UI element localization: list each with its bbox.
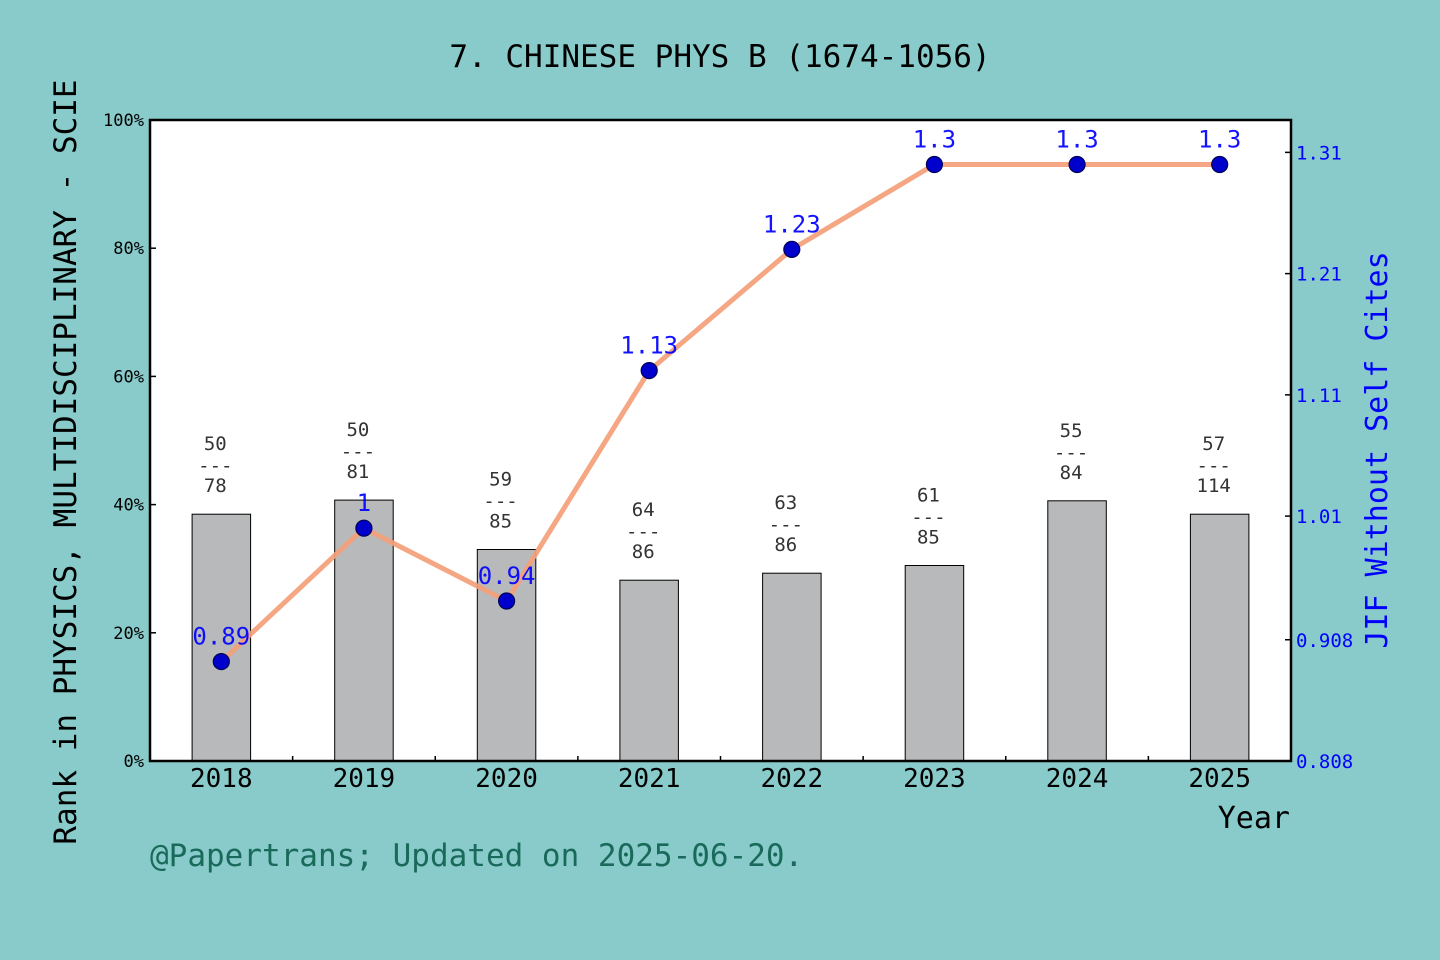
right-tick-label: 1.21	[1296, 264, 1342, 286]
plot-area	[150, 120, 1291, 761]
bar-2025	[1189, 513, 1250, 762]
left-tick-label: 0%	[124, 752, 144, 772]
left-tick-label: 60%	[113, 367, 144, 387]
jif-point-2018	[212, 652, 230, 671]
rank-value-2019: 50	[346, 419, 369, 441]
rank-value-2020: 59	[489, 469, 512, 491]
rank-separator-2023: ---	[911, 507, 945, 529]
right-tick-label: 1.01	[1296, 506, 1342, 528]
jif-point-2023	[925, 155, 944, 174]
left-tick-label: 100%	[103, 111, 144, 131]
y-axis-left-title: Rank in PHYSICS, MULTIDISCIPLINARY - SCI…	[48, 79, 84, 844]
bar-2018	[191, 513, 252, 762]
rank-total-2021: 86	[632, 541, 655, 563]
bar-2024	[1047, 500, 1107, 762]
jif-point-2022	[783, 240, 801, 258]
rank-value-2025: 57	[1202, 433, 1225, 455]
jif-point-2024	[1068, 155, 1086, 174]
rank-total-2018: 78	[204, 475, 227, 497]
jif-point-2021	[640, 362, 658, 380]
x-tick-label-2020: 2020	[475, 764, 538, 794]
rank-total-2020: 85	[489, 511, 512, 533]
rank-total-2024: 84	[1060, 462, 1083, 484]
jif-label-2024: 1.3	[1055, 126, 1098, 154]
y-axis-right-title: JIF Without Self Cites	[1360, 251, 1395, 648]
rank-separator-2021: ---	[626, 521, 660, 543]
rank-value-2022: 63	[774, 492, 797, 514]
jif-label-2023: 1.3	[913, 126, 956, 154]
x-tick-label-2024: 2024	[1046, 764, 1109, 794]
rank-value-2023: 61	[917, 485, 940, 507]
rank-separator-2024: ---	[1054, 442, 1088, 464]
rank-value-2018: 50	[204, 433, 227, 455]
rank-total-2022: 86	[774, 534, 797, 556]
left-tick-label: 20%	[113, 624, 144, 644]
rank-value-2024: 55	[1060, 420, 1083, 442]
rank-separator-2020: ---	[483, 491, 517, 513]
rank-total-2019: 81	[346, 461, 369, 483]
bar-2022	[762, 572, 822, 762]
rank-total-2023: 85	[917, 527, 940, 549]
jif-point-2019	[355, 519, 373, 537]
rank-separator-2018: ---	[198, 455, 232, 477]
bar-2023	[904, 565, 965, 762]
bar-2020	[476, 549, 537, 762]
x-tick-label-2021: 2021	[618, 764, 681, 794]
footer-credit: @Papertrans; Updated on 2025-06-20.	[150, 838, 803, 874]
chart-title: 7. CHINESE PHYS B (1674-1056)	[449, 39, 990, 75]
jif-label-2022: 1.23	[763, 210, 821, 238]
x-tick-label-2023: 2023	[903, 764, 966, 794]
rank-separator-2025: ---	[1197, 455, 1231, 477]
jif-point-2020	[498, 592, 516, 610]
left-tick-label: 80%	[113, 239, 144, 259]
rank-separator-2019: ---	[341, 441, 375, 463]
jif-line	[218, 162, 1223, 665]
rank-separator-2022: ---	[769, 514, 803, 536]
jif-label-2020: 0.94	[478, 562, 536, 590]
right-tick-label: 1.31	[1296, 142, 1342, 164]
x-tick-label-2025: 2025	[1188, 764, 1251, 794]
right-tick-label: 0.808	[1296, 751, 1353, 773]
right-tick-label: 1.11	[1296, 385, 1342, 407]
jif-label-2019: 1	[357, 489, 371, 517]
jif-label-2018: 0.89	[192, 623, 250, 651]
jif-label-2025: 1.3	[1198, 126, 1241, 154]
left-tick-label: 40%	[113, 496, 144, 516]
rank-total-2025: 114	[1197, 475, 1231, 497]
x-axis-title: Year	[1218, 801, 1290, 836]
x-tick-label-2019: 2019	[333, 764, 396, 794]
jif-point-2025	[1211, 155, 1229, 174]
x-tick-label-2022: 2022	[760, 764, 823, 794]
right-tick-label: 0.908	[1296, 630, 1353, 652]
rank-value-2021: 64	[632, 499, 655, 521]
bar-2021	[619, 579, 679, 762]
jif-label-2021: 1.13	[620, 332, 678, 360]
x-tick-label-2018: 2018	[190, 764, 253, 794]
